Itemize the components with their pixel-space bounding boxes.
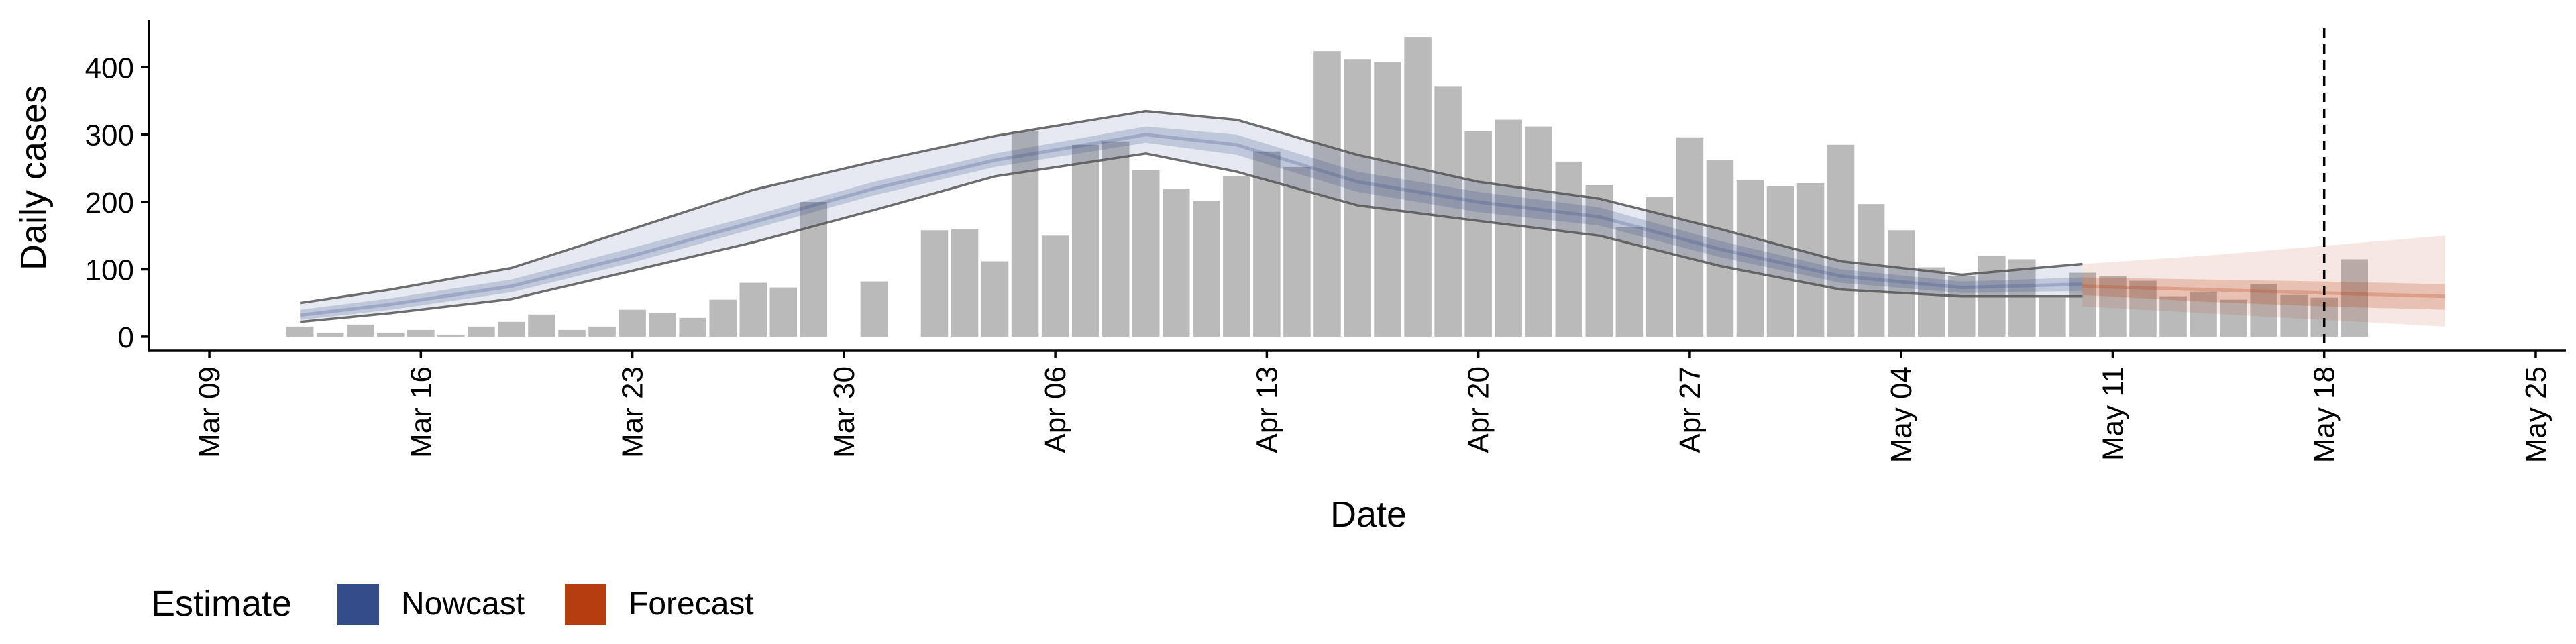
- bar: [588, 326, 616, 337]
- y-tick-label: 0: [118, 321, 134, 354]
- bar: [1011, 131, 1039, 337]
- x-tick-label: Apr 06: [1039, 366, 1072, 453]
- bar: [2129, 280, 2157, 337]
- bar: [1404, 37, 1432, 337]
- bar: [1223, 176, 1250, 337]
- bar: [1283, 166, 1311, 337]
- bar: [1917, 267, 1945, 337]
- x-tick-label: May 04: [1885, 366, 1918, 463]
- bar: [769, 287, 798, 337]
- bar: [437, 334, 465, 337]
- bar: [709, 299, 737, 337]
- bar: [2008, 259, 2036, 337]
- bar: [316, 332, 344, 337]
- bar: [1646, 197, 1674, 337]
- bar: [739, 282, 767, 337]
- bar: [1102, 141, 1130, 337]
- y-tick-label: 300: [85, 119, 134, 152]
- x-tick-label: Mar 09: [193, 366, 226, 458]
- nowcast-median-line: [299, 133, 2083, 317]
- bar: [619, 309, 646, 337]
- x-tick-label: Mar 23: [616, 366, 649, 458]
- bar: [498, 321, 525, 337]
- nowcast-layer: [299, 109, 2083, 323]
- x-tick-label: Mar 16: [405, 366, 437, 458]
- bar: [2220, 299, 2247, 337]
- y-tick-label: 400: [85, 52, 134, 85]
- nowcast-outer-band: [300, 111, 2083, 322]
- y-tick-label: 100: [85, 254, 134, 287]
- bar: [2159, 296, 2187, 337]
- bar: [2069, 272, 2096, 337]
- bar: [407, 329, 435, 337]
- bar: [2039, 297, 2066, 337]
- bar: [1736, 179, 1764, 337]
- legend-label-nowcast: Nowcast: [401, 586, 525, 622]
- bar: [1947, 276, 1976, 337]
- bar: [2250, 284, 2277, 337]
- legend-title: Estimate: [151, 584, 292, 624]
- x-tick-label: Apr 20: [1462, 366, 1495, 453]
- bar: [558, 329, 586, 337]
- bar: [1434, 86, 1462, 337]
- bar: [920, 230, 949, 337]
- bar: [468, 326, 495, 337]
- nowcast-upper-line: [299, 109, 2083, 305]
- bar: [528, 314, 555, 337]
- x-tick-label: Apr 27: [1674, 366, 1707, 453]
- bar: [951, 229, 979, 337]
- bar: [860, 281, 888, 337]
- bar: [1374, 62, 1401, 337]
- x-tick-label: Mar 30: [828, 366, 861, 458]
- bar: [1464, 131, 1492, 337]
- legend-swatch-nowcast: [337, 584, 379, 625]
- bar: [1495, 119, 1522, 337]
- bar: [981, 261, 1009, 337]
- bar: [1827, 144, 1855, 337]
- x-tick-label: May 11: [2096, 366, 2129, 461]
- bar: [1071, 144, 1099, 337]
- bar: [1163, 189, 1190, 337]
- bar: [377, 332, 405, 337]
- bar: [1041, 235, 1069, 337]
- bar: [286, 326, 314, 337]
- bar: [2341, 259, 2368, 337]
- nowcast-lower-line: [300, 152, 2083, 323]
- y-axis-title: Daily cases: [13, 85, 54, 270]
- bars-layer: [286, 37, 2368, 337]
- bar: [2280, 294, 2308, 337]
- bar: [1344, 59, 1371, 337]
- legend-label-forecast: Forecast: [629, 586, 754, 622]
- x-axis-title: Date: [1330, 494, 1407, 535]
- forecast-layer: [2082, 235, 2445, 327]
- bar: [1676, 137, 1704, 337]
- bar: [1132, 170, 1160, 337]
- bar: [347, 324, 374, 337]
- axes-layer: 0 100 200 300 400 Mar 09 Mar 16 Mar 23 Mar 30 Apr…: [85, 20, 2566, 463]
- bar: [679, 317, 706, 337]
- bar: [2190, 291, 2217, 337]
- bar: [1555, 161, 1583, 337]
- forecast-inner-band: [2082, 277, 2445, 310]
- x-tick-label: May 25: [2520, 366, 2553, 463]
- bar: [649, 313, 676, 337]
- forecast-outer-band: [2082, 235, 2445, 327]
- legend: Estimate Nowcast Forecast: [151, 584, 754, 625]
- forecast-median-line: [2082, 284, 2445, 299]
- x-tick-label: Apr 13: [1250, 366, 1283, 453]
- bar: [1706, 160, 1734, 337]
- legend-swatch-forecast: [565, 584, 606, 625]
- bar: [2099, 276, 2127, 337]
- bar: [1796, 182, 1825, 337]
- bar: [1887, 230, 1915, 337]
- bar: [1766, 186, 1794, 337]
- bar: [1857, 204, 1885, 337]
- x-tick-label: May 18: [2308, 366, 2341, 463]
- bar: [1585, 185, 1613, 337]
- bar: [1525, 126, 1552, 337]
- bar: [1193, 201, 1220, 337]
- y-tick-label: 200: [85, 186, 134, 219]
